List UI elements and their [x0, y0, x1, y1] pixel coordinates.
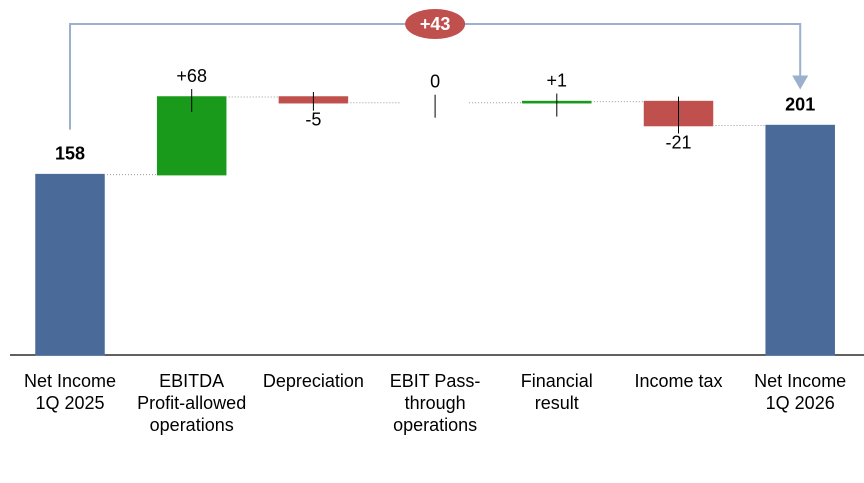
x-tick-label: Net Income 1Q 2025	[23, 371, 117, 413]
value-label: -21	[665, 132, 691, 152]
delta-label: +43	[420, 14, 451, 34]
value-label: -5	[305, 109, 321, 129]
arrow-head	[792, 75, 809, 90]
value-label: 158	[55, 143, 85, 163]
x-tick-label: Depreciation	[262, 371, 364, 391]
x-tick-label: Income tax	[634, 371, 723, 391]
x-tick-label: EBITDA Profit-allowed operations	[137, 371, 247, 435]
value-label: 201	[785, 94, 815, 114]
x-tick-label: Net Income 1Q 2026	[754, 371, 847, 413]
x-tick-label: EBIT Pass-through operations	[389, 371, 481, 435]
value-label: +1	[547, 70, 568, 90]
x-tick-label: Financial result	[520, 371, 593, 413]
value-label: +68	[176, 66, 207, 86]
bar	[765, 124, 835, 356]
value-label: 0	[430, 71, 440, 91]
delta-badge	[405, 9, 466, 39]
bar	[35, 173, 105, 356]
